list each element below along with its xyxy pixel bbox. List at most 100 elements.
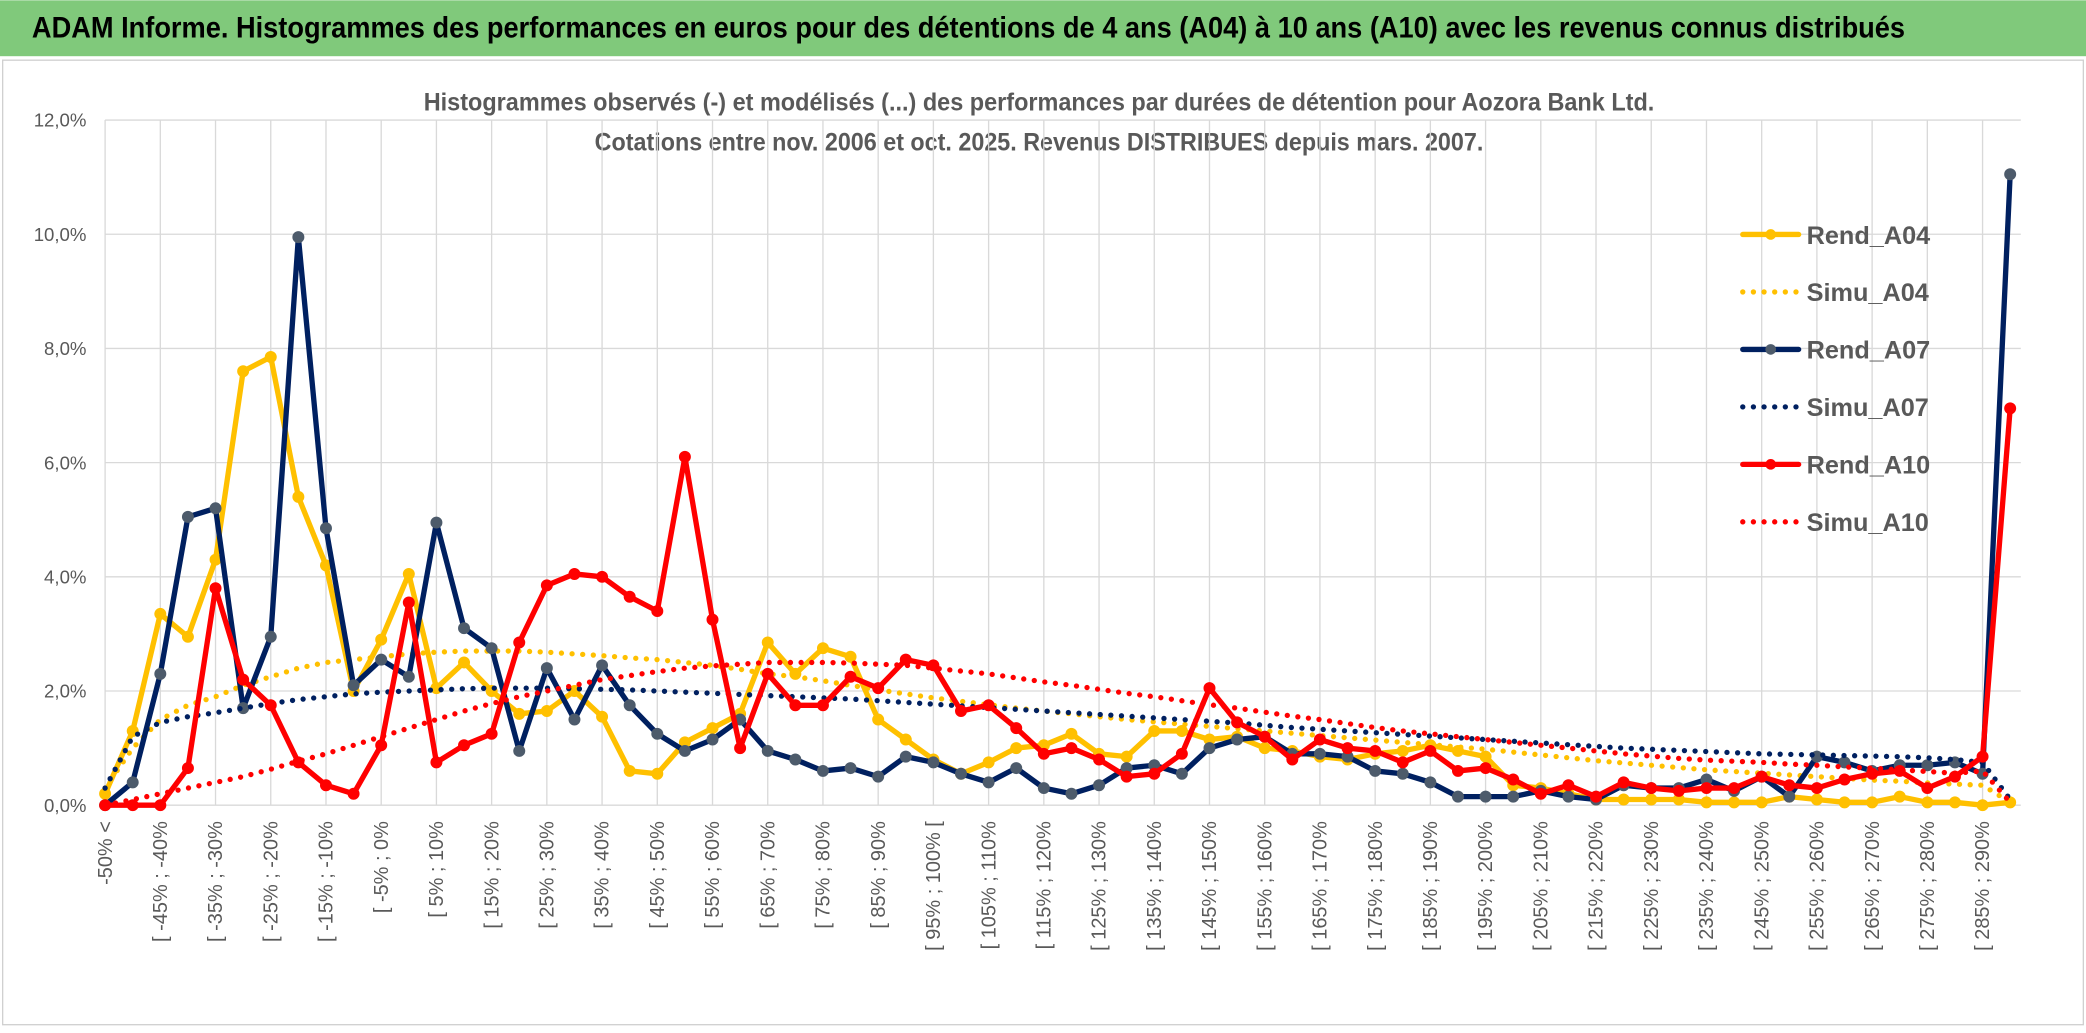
marker — [1203, 742, 1216, 755]
y-tick-label: 8,0% — [44, 338, 86, 359]
marker — [402, 596, 415, 609]
marker — [1893, 790, 1906, 803]
legend-label: Simu_A07 — [1807, 394, 1929, 422]
marker — [458, 656, 471, 669]
x-tick-label: [ 105% ; 110% — [978, 821, 1000, 949]
marker — [706, 733, 719, 746]
x-tick-label: [ 155% ; 160% — [1254, 821, 1276, 951]
marker — [126, 776, 139, 789]
marker — [1286, 753, 1299, 766]
marker — [209, 502, 222, 515]
marker — [1755, 770, 1768, 783]
marker — [264, 630, 277, 643]
marker — [1700, 796, 1713, 809]
x-tick-label: [ 135% ; 140% — [1144, 821, 1166, 951]
marker — [1645, 782, 1658, 795]
grid: -50% < [ -45% ; -40% [ -35% ; -30% [ -25% ;… — [34, 110, 2021, 951]
chart-frame — [1, 59, 2085, 1026]
marker — [375, 739, 388, 752]
x-tick-label: [ 5% ; 10% — [426, 821, 448, 918]
marker — [789, 699, 802, 712]
marker — [1010, 762, 1023, 775]
marker — [1479, 762, 1492, 775]
x-tick-label: [ 245% ; 250% — [1751, 821, 1773, 951]
marker — [596, 710, 609, 723]
marker — [181, 510, 194, 523]
marker — [651, 605, 664, 618]
marker — [1507, 790, 1520, 803]
marker — [1231, 733, 1244, 746]
legend-label: Rend_A07 — [1807, 337, 1931, 365]
legend-label: Simu_A10 — [1807, 509, 1929, 537]
x-tick-label: [ 285% ; 290% — [1972, 821, 1994, 951]
y-tick-label: 4,0% — [44, 566, 86, 587]
marker — [596, 659, 609, 672]
marker — [375, 653, 388, 666]
marker — [1369, 764, 1382, 777]
x-tick-label: [ 125% ; 130% — [1089, 821, 1111, 951]
marker — [706, 613, 719, 626]
x-tick-label: [ 55% ; 60% — [702, 821, 724, 929]
marker — [1728, 796, 1741, 809]
marker — [1093, 779, 1106, 792]
y-tick-label: 12,0% — [34, 110, 87, 131]
marker — [1838, 773, 1851, 786]
marker — [678, 744, 691, 757]
marker — [1921, 759, 1934, 772]
marker — [2004, 402, 2017, 415]
x-tick-label: [ 255% ; 260% — [1807, 821, 1829, 951]
x-tick-label: [ 95% ; 100% [ — [923, 821, 945, 951]
x-tick-label: [ 145% ; 150% — [1199, 821, 1221, 951]
marker — [899, 750, 912, 763]
marker — [844, 670, 857, 683]
marker — [1065, 742, 1078, 755]
marker — [816, 699, 829, 712]
marker — [209, 582, 222, 595]
marker — [568, 567, 581, 580]
x-tick-label: [ 15% ; 20% — [481, 821, 503, 929]
x-tick-label: [ -5% ; 0% — [371, 821, 393, 913]
chart-title: Histogrammes observés (-) et modélisés (… — [424, 89, 1655, 117]
marker — [1783, 779, 1796, 792]
marker — [513, 744, 526, 757]
x-tick-label: [ -45% ; -40% — [150, 821, 172, 942]
marker — [1175, 724, 1188, 737]
header-bar — [0, 0, 2086, 57]
marker — [651, 727, 664, 740]
marker — [982, 776, 995, 789]
data-line — [102, 171, 2013, 808]
marker — [761, 636, 774, 649]
marker — [264, 699, 277, 712]
marker — [1148, 767, 1161, 780]
marker — [844, 762, 857, 775]
marker — [485, 727, 498, 740]
x-tick-label: [ 65% ; 70% — [757, 821, 779, 929]
x-tick-label: [ 115% ; 120% — [1033, 821, 1055, 949]
x-tick-label: [ 185% ; 190% — [1420, 821, 1442, 951]
marker — [1175, 747, 1188, 760]
y-tick-label: 2,0% — [44, 681, 86, 702]
marker — [1451, 764, 1464, 777]
marker — [1369, 744, 1382, 757]
marker — [540, 704, 553, 717]
marker — [1120, 750, 1133, 763]
marker — [899, 653, 912, 666]
legend-marker — [1765, 459, 1777, 470]
marker — [1065, 787, 1078, 800]
marker — [1866, 796, 1879, 809]
x-tick-label: [ 25% ; 30% — [537, 821, 559, 929]
marker — [1396, 767, 1409, 780]
marker — [761, 744, 774, 757]
model-line — [102, 659, 2013, 808]
legend: Rend_A04 Simu_A04 Rend_A07 Simu_A07 Rend_A10… — [1740, 222, 1931, 537]
x-tick-label: [ 165% ; 170% — [1310, 821, 1332, 951]
marker — [1810, 793, 1823, 806]
marker — [540, 579, 553, 592]
marker — [623, 764, 636, 777]
marker — [623, 699, 636, 712]
marker — [154, 667, 167, 680]
marker — [292, 490, 305, 503]
marker — [237, 365, 250, 378]
marker — [402, 670, 415, 683]
x-tick-label: [ 275% ; 280% — [1917, 821, 1939, 951]
